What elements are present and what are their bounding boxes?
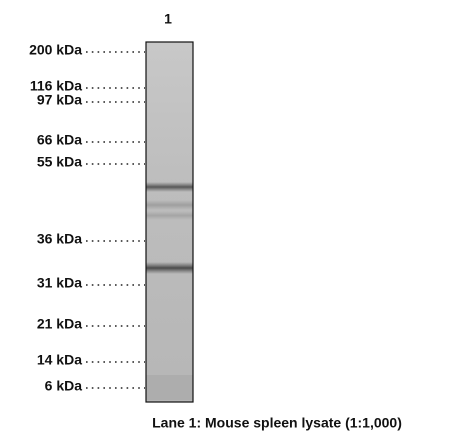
marker-label: 200 kDa (29, 42, 82, 58)
marker-label: 55 kDa (37, 154, 82, 170)
markers: 200 kDa 116 kDa 97 kDa 66 kDa 55 kDa 36 … (29, 42, 145, 394)
blot-figure: 1 200 kDa 116 kDa 97 kDa 66 kDa 55 kDa 3… (0, 0, 455, 435)
marker-label: 97 kDa (37, 92, 82, 108)
marker-label: 36 kDa (37, 231, 82, 247)
marker-label: 66 kDa (37, 132, 82, 148)
marker-label: 21 kDa (37, 316, 82, 332)
caption: Lane 1: Mouse spleen lysate (1:1,000) (152, 415, 402, 431)
marker-label: 6 kDa (45, 378, 83, 394)
marker-label: 31 kDa (37, 275, 82, 291)
lane-label: 1 (164, 11, 172, 27)
marker-label: 14 kDa (37, 352, 82, 368)
lane (146, 42, 193, 402)
